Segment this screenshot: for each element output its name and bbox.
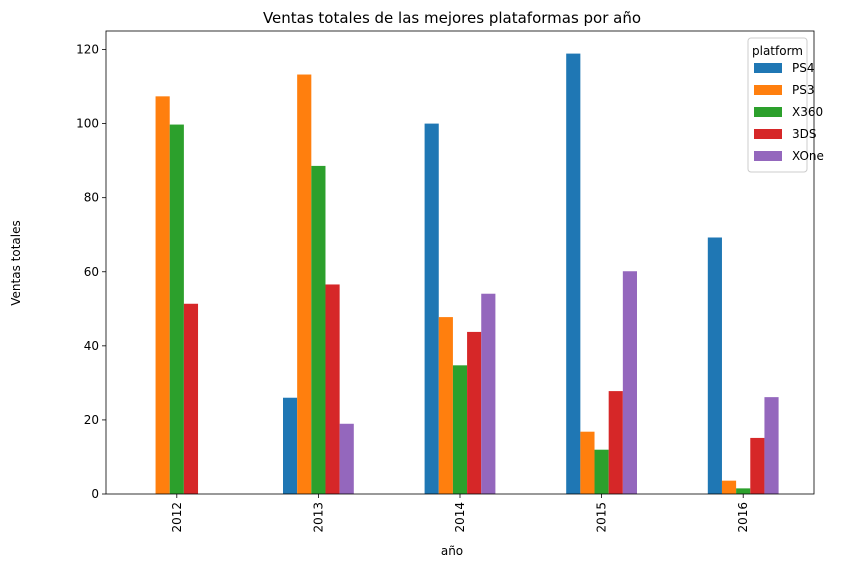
y-axis-label: Ventas totales <box>9 220 23 305</box>
bar-3ds-2016 <box>750 437 765 494</box>
legend-swatch-xone <box>754 151 782 161</box>
legend-label-ps4: PS4 <box>792 61 815 75</box>
y-tick-label: 60 <box>84 265 99 279</box>
y-tick-label: 80 <box>84 191 99 205</box>
bars-group <box>155 53 779 495</box>
bar-ps4-2013 <box>283 397 298 494</box>
legend-label-x360: X360 <box>792 105 823 119</box>
x-axis: 2012 2013 2014 2015 2016 <box>170 494 750 533</box>
bar-3ds-2013 <box>325 284 340 494</box>
bar-x360-2013 <box>311 165 326 495</box>
y-tick-label: 40 <box>84 339 99 353</box>
bar-ps4-2014 <box>424 123 439 494</box>
legend-swatch-3ds <box>754 129 782 139</box>
x-tick-label: 2012 <box>170 502 184 533</box>
bar-x360-2012 <box>169 124 184 494</box>
x-tick-label: 2013 <box>311 502 325 533</box>
bar-3ds-2015 <box>608 391 623 494</box>
legend: platform PS4 PS3 X360 3DS XOne <box>747 37 824 173</box>
bar-x360-2014 <box>452 365 468 494</box>
bar-3ds-2014 <box>467 331 482 494</box>
plot-frame <box>105 30 815 495</box>
bar-x360-2016 <box>736 488 751 494</box>
bar-ps4-2015 <box>566 53 581 495</box>
bar-xone-2015 <box>622 271 637 494</box>
bar-ps4-2016 <box>707 237 722 495</box>
bar-ps3-2015 <box>580 431 595 494</box>
legend-label-xone: XOne <box>792 149 824 163</box>
legend-swatch-ps3 <box>754 85 782 95</box>
bar-ps3-2014 <box>438 317 453 494</box>
bar-xone-2013 <box>339 423 354 494</box>
legend-label-3ds: 3DS <box>792 127 817 141</box>
bar-x360-2015 <box>594 449 609 494</box>
x-tick-label: 2014 <box>453 502 467 533</box>
legend-title: platform <box>752 44 803 58</box>
bar-ps3-2012 <box>155 96 170 494</box>
legend-swatch-x360 <box>754 107 782 117</box>
y-tick-label: 100 <box>76 117 99 131</box>
bar-ps3-2013 <box>297 74 312 494</box>
y-axis: 0 20 40 60 80 100 120 <box>76 43 106 501</box>
x-axis-label: año <box>441 544 463 558</box>
x-tick-label: 2016 <box>736 502 750 533</box>
y-tick-label: 0 <box>91 487 99 501</box>
bar-3ds-2012 <box>183 303 199 494</box>
legend-swatch-ps4 <box>754 63 782 73</box>
x-tick-label: 2015 <box>595 502 609 533</box>
y-tick-label: 20 <box>84 413 99 427</box>
bar-xone-2014 <box>481 293 496 494</box>
chart-title: Ventas totales de las mejores plataforma… <box>263 9 641 27</box>
legend-label-ps3: PS3 <box>792 83 815 97</box>
bar-ps3-2016 <box>721 480 737 494</box>
y-tick-label: 120 <box>76 43 99 57</box>
bar-xone-2016 <box>764 397 779 494</box>
